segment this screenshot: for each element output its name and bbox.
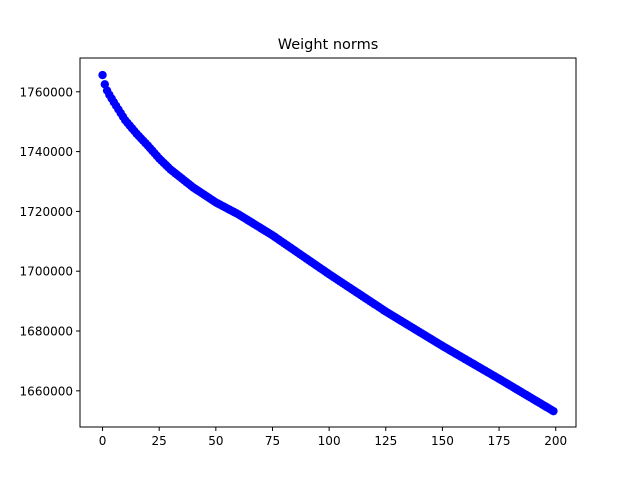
data-points [98, 70, 558, 416]
y-tick-label: 1680000 [20, 325, 73, 339]
y-tick-label: 1740000 [20, 145, 73, 159]
x-tick-label: 25 [152, 434, 167, 448]
x-tick-label: 50 [208, 434, 223, 448]
x-tick-label: 125 [374, 434, 397, 448]
x-axis: 0 25 50 75 100 125 150 175 200 [99, 427, 567, 448]
y-axis: 1660000 1680000 1700000 1720000 1740000 17600… [20, 85, 80, 398]
y-tick-label: 1760000 [20, 85, 73, 99]
data-point [549, 406, 558, 416]
plot-area [79, 57, 577, 428]
x-tick-label: 150 [431, 434, 454, 448]
y-tick-label: 1720000 [20, 205, 73, 219]
chart-title: Weight norms [278, 37, 379, 53]
x-tick-label: 75 [265, 434, 280, 448]
y-tick-label: 1660000 [20, 384, 73, 398]
x-tick-label: 200 [544, 434, 567, 448]
x-tick-label: 100 [318, 434, 341, 448]
y-tick-label: 1700000 [20, 265, 73, 279]
x-tick-label: 0 [99, 434, 107, 448]
x-tick-label: 175 [488, 434, 511, 448]
data-point [98, 70, 107, 80]
